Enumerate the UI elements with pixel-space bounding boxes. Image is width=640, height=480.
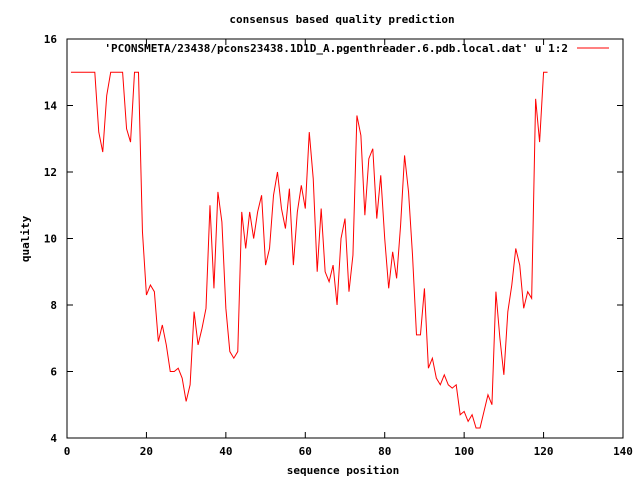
y-tick-label: 10 <box>44 233 57 246</box>
y-tick-label: 8 <box>50 299 57 312</box>
x-tick-label: 120 <box>534 445 554 458</box>
x-tick-label: 80 <box>378 445 391 458</box>
x-tick-label: 20 <box>140 445 153 458</box>
legend: 'PCONSMETA/23438/pcons23438.1D1D_A.pgent… <box>104 42 609 55</box>
y-tick-label: 4 <box>50 432 57 445</box>
x-tick-label: 60 <box>299 445 312 458</box>
x-axis-label: sequence position <box>287 464 400 477</box>
y-tick-label: 12 <box>44 166 57 179</box>
x-tick-label: 100 <box>454 445 474 458</box>
y-tick-label: 6 <box>50 366 57 379</box>
ticks: 0 20 40 60 80 100 120 140 4 6 8 10 12 14 16 <box>44 33 633 458</box>
y-tick-label: 14 <box>44 100 58 113</box>
legend-label: 'PCONSMETA/23438/pcons23438.1D1D_A.pgent… <box>104 42 568 55</box>
series-layer <box>70 71 548 429</box>
x-tick-label: 0 <box>64 445 71 458</box>
y-axis-label: quality <box>19 215 32 262</box>
series-line <box>70 71 548 429</box>
chart-title: consensus based quality prediction <box>229 13 454 26</box>
x-tick-label: 140 <box>613 445 633 458</box>
y-tick-label: 16 <box>44 33 58 46</box>
x-tick-label: 40 <box>219 445 232 458</box>
